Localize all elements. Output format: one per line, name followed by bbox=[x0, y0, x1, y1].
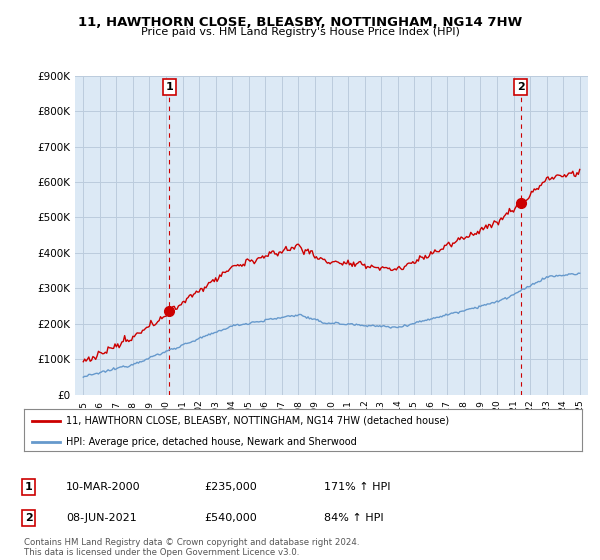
Text: £235,000: £235,000 bbox=[204, 482, 257, 492]
Text: Price paid vs. HM Land Registry's House Price Index (HPI): Price paid vs. HM Land Registry's House … bbox=[140, 27, 460, 38]
Text: 11, HAWTHORN CLOSE, BLEASBY, NOTTINGHAM, NG14 7HW: 11, HAWTHORN CLOSE, BLEASBY, NOTTINGHAM,… bbox=[78, 16, 522, 29]
Text: 08-JUN-2021: 08-JUN-2021 bbox=[66, 513, 137, 523]
Text: 1: 1 bbox=[25, 482, 32, 492]
Text: 2: 2 bbox=[25, 513, 32, 523]
Text: HPI: Average price, detached house, Newark and Sherwood: HPI: Average price, detached house, Newa… bbox=[66, 437, 356, 446]
Text: 171% ↑ HPI: 171% ↑ HPI bbox=[324, 482, 391, 492]
Text: 1: 1 bbox=[165, 82, 173, 92]
Text: £540,000: £540,000 bbox=[204, 513, 257, 523]
Text: 84% ↑ HPI: 84% ↑ HPI bbox=[324, 513, 383, 523]
Text: Contains HM Land Registry data © Crown copyright and database right 2024.
This d: Contains HM Land Registry data © Crown c… bbox=[24, 538, 359, 557]
Text: 2: 2 bbox=[517, 82, 524, 92]
Text: 10-MAR-2000: 10-MAR-2000 bbox=[66, 482, 140, 492]
Text: 11, HAWTHORN CLOSE, BLEASBY, NOTTINGHAM, NG14 7HW (detached house): 11, HAWTHORN CLOSE, BLEASBY, NOTTINGHAM,… bbox=[66, 416, 449, 426]
